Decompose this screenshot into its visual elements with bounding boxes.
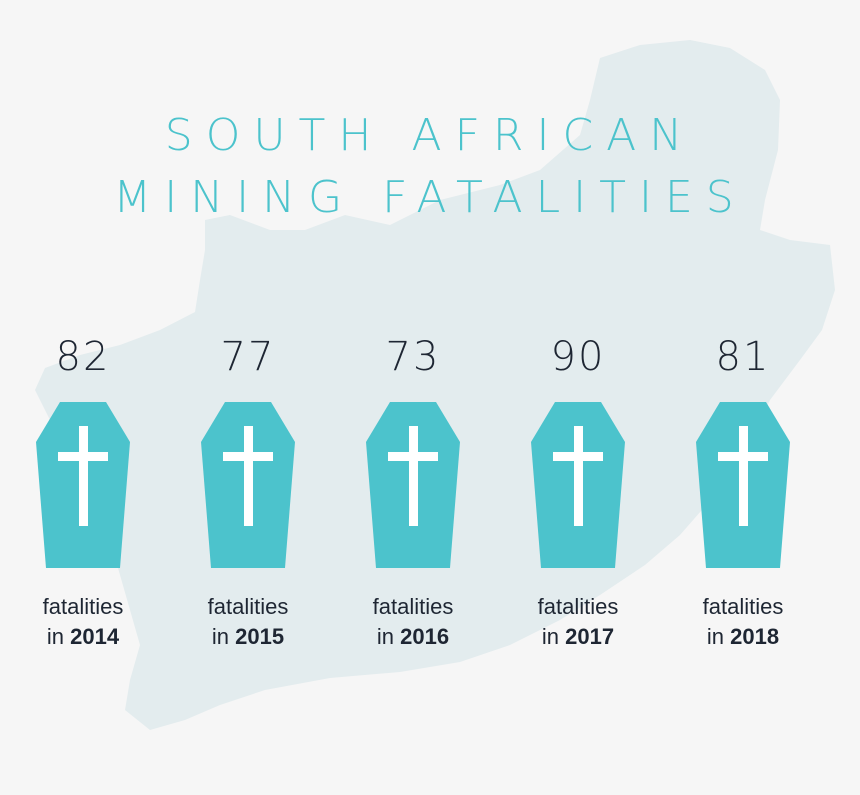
coffin-cross-icon — [36, 402, 130, 568]
label-text: fatalities — [537, 594, 619, 619]
fatality-columns: 82 fatalities in 2014 77 fatalities in 2… — [0, 330, 860, 670]
label-text: fatalities — [702, 594, 784, 619]
fatality-label: fatalities in 2014 — [8, 592, 158, 652]
label-text: fatalities — [372, 594, 454, 619]
label-prefix: in — [211, 624, 230, 649]
label-year: 2018 — [730, 624, 780, 649]
coffin-cross-icon — [531, 402, 625, 568]
fatality-column-2014: 82 fatalities in 2014 — [8, 330, 158, 670]
label-prefix: in — [376, 624, 395, 649]
chart-title-line-2: MINING FATALITIES — [113, 172, 747, 223]
coffin-cross-icon — [201, 402, 295, 568]
fatality-count: 90 — [550, 334, 606, 380]
coffin-cross-icon — [366, 402, 460, 568]
label-year: 2016 — [400, 624, 450, 649]
fatality-label: fatalities in 2016 — [338, 592, 488, 652]
fatality-count: 73 — [385, 334, 441, 380]
chart-title-line-1: SOUTH AFRICAN — [164, 110, 696, 161]
fatality-count: 82 — [55, 334, 111, 380]
label-text: fatalities — [42, 594, 124, 619]
fatality-column-2018: 81 fatalities in 2018 — [668, 330, 818, 670]
label-year: 2017 — [565, 624, 615, 649]
fatality-column-2017: 90 fatalities in 2017 — [503, 330, 653, 670]
label-prefix: in — [541, 624, 560, 649]
label-year: 2015 — [235, 624, 285, 649]
coffin-cross-icon — [696, 402, 790, 568]
fatality-count: 81 — [715, 334, 771, 380]
fatality-count: 77 — [220, 334, 276, 380]
fatality-column-2016: 73 fatalities in 2016 — [338, 330, 488, 670]
fatality-label: fatalities in 2017 — [503, 592, 653, 652]
fatality-label: fatalities in 2015 — [173, 592, 323, 652]
label-year: 2014 — [70, 624, 120, 649]
label-prefix: in — [706, 624, 725, 649]
label-text: fatalities — [207, 594, 289, 619]
label-prefix: in — [46, 624, 65, 649]
fatality-column-2015: 77 fatalities in 2015 — [173, 330, 323, 670]
fatality-label: fatalities in 2018 — [668, 592, 818, 652]
